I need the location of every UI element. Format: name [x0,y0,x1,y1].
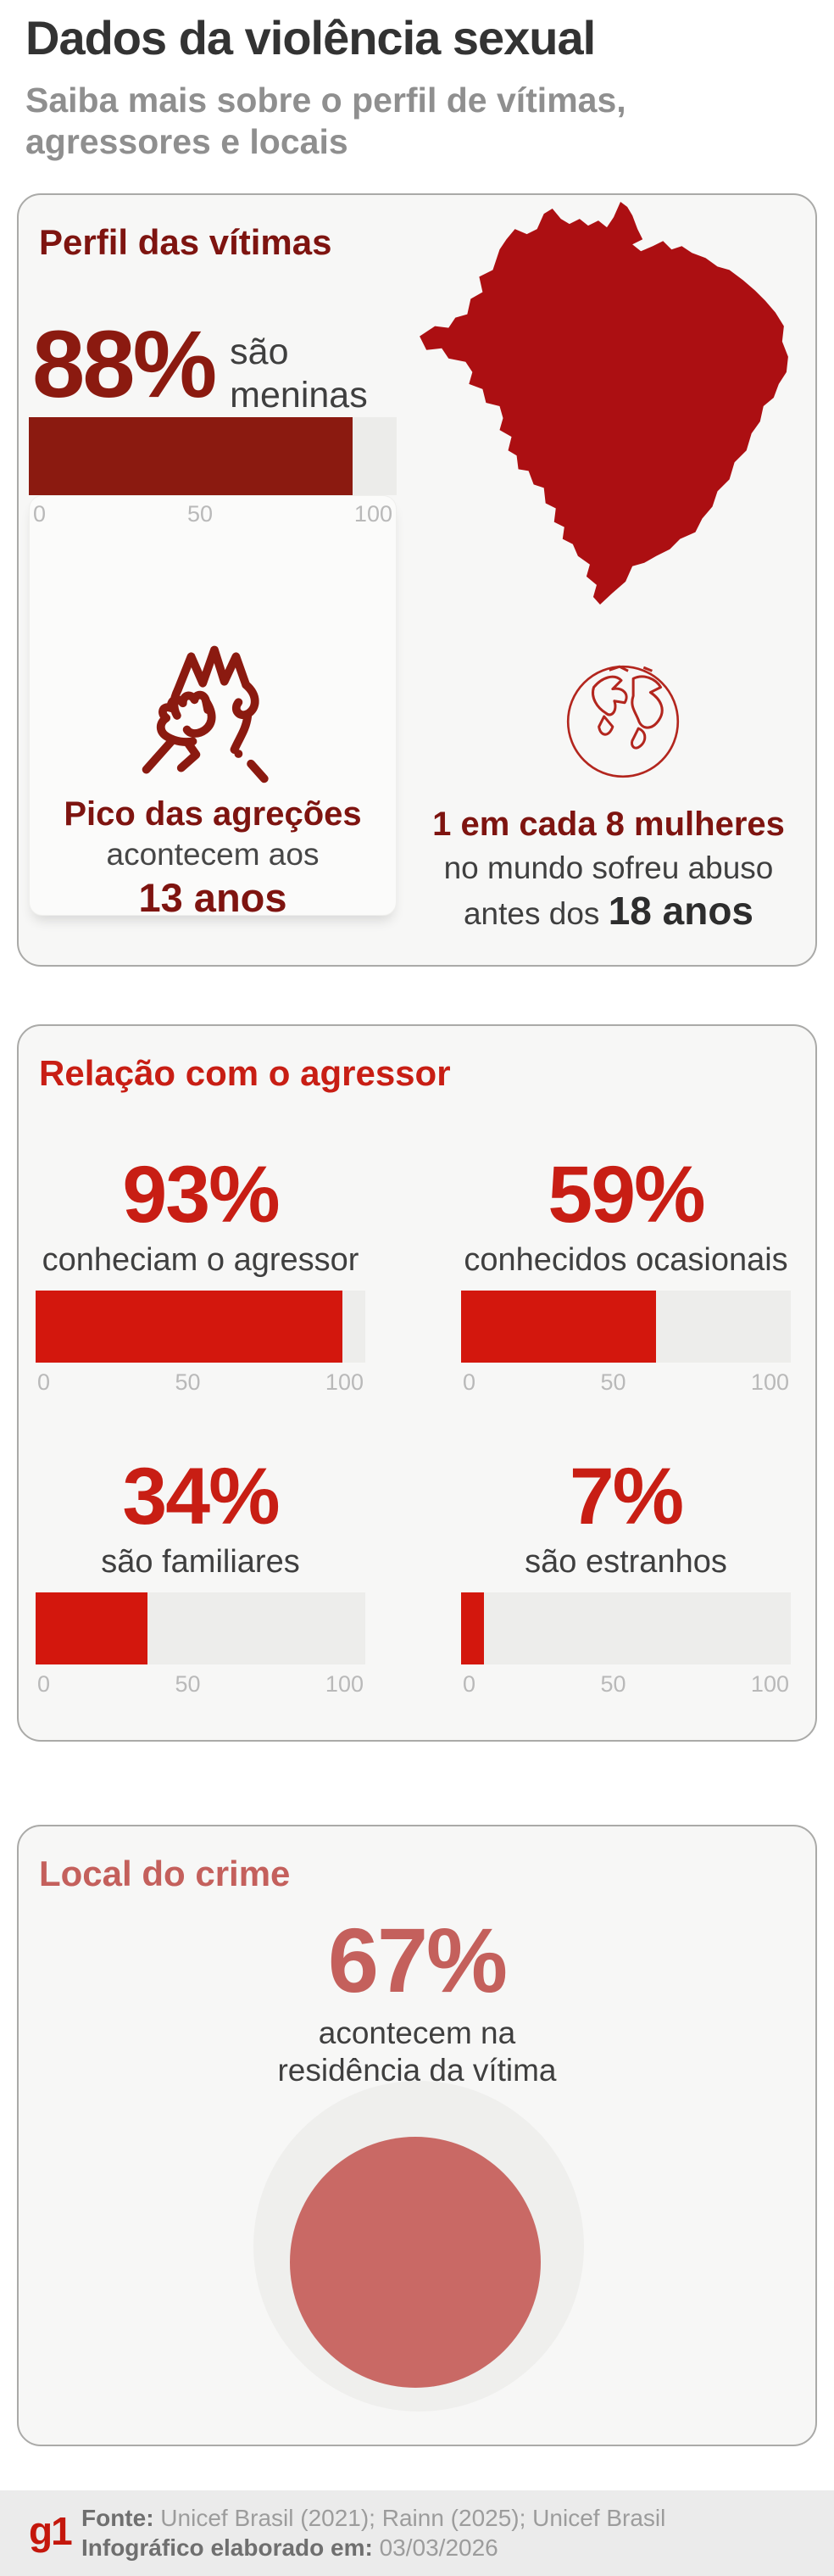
date-value: 03/03/2026 [372,2534,498,2561]
peak-title: Pico das agreções [64,795,362,833]
g1-logo: g1 [29,2509,73,2553]
axis-tick-50: 50 [600,1671,626,1697]
footer: g1 Fonte: Unicef Brasil (2021); Rainn (2… [0,2490,834,2576]
brazil-map-icon [414,198,797,611]
victims-bar-chart [29,417,397,495]
card-crime-location: Local do crime 67% acontecem na residênc… [17,1825,817,2446]
stat-value: 93% [122,1150,280,1240]
axis-tick-50: 50 [600,1369,626,1395]
stat-bar-axis: 0 50 100 [461,1363,791,1396]
aggressor-stat-family: 34% são familiares 0 50 100 [36,1457,365,1698]
victims-stat-value: 88% [32,311,217,417]
card-location-title: Local do crime [39,1854,291,1893]
stat-bar-fill [36,1291,342,1363]
axis-tick-50: 50 [175,1369,201,1395]
stat-bar-fill [36,1592,148,1664]
date-line: Infográfico elaborado em: 03/03/2026 [81,2534,665,2563]
world-stat-line3-prefix: antes dos [463,896,609,931]
location-stat-value: 67% [327,1909,508,2011]
aggressor-stat-occasional: 59% conhecidos ocasionais 0 50 100 [461,1155,791,1396]
stat-bar-axis: 0 50 100 [36,1363,365,1396]
stat-bar-chart [36,1291,365,1363]
source-line: Fonte: Unicef Brasil (2021); Rainn (2025… [81,2504,665,2534]
card-aggressor-relation: Relação com o agressor 93% conheciam o a… [17,1024,817,1742]
stat-bar-fill [461,1291,656,1363]
date-label: Infográfico elaborado em: [81,2534,373,2561]
peak-middle: acontecem aos [106,837,320,872]
world-stat: 1 em cada 8 mulheres no mundo sofreu abu… [417,806,800,934]
stat-bar-axis: 0 50 100 [461,1664,791,1698]
victims-stat-label-line2: meninas [230,374,368,415]
stat-bar-chart [36,1592,365,1664]
victims-bar-axis: 0 50 100 [30,496,396,527]
stat-value: 7% [569,1452,684,1542]
card-victims-title: Perfil das vítimas [39,222,332,262]
world-stat-line1: 1 em cada 8 mulheres [432,806,785,843]
axis-tick-0: 0 [37,1671,51,1697]
axis-tick-100: 100 [750,1671,789,1697]
aggressor-stat-strangers: 7% são estranhos 0 50 100 [461,1457,791,1698]
axis-tick-50: 50 [186,501,213,527]
stat-bar-chart [461,1291,791,1363]
stat-bar-chart [461,1592,791,1664]
victims-stat-label: são meninas [230,331,368,416]
victims-peak-panel: 0 50 100 Pico das [29,495,397,920]
globe-icon [554,653,692,795]
stat-label: são familiares [101,1544,300,1580]
stat-value: 59% [548,1150,705,1240]
stat-label: são estranhos [525,1544,727,1580]
location-circle-chart-inner [290,2137,541,2388]
source-label: Fonte: [81,2505,154,2531]
card-aggressor-title: Relação com o agressor [39,1053,451,1093]
victims-stat-label-line1: são [230,332,289,372]
source-block: Fonte: Unicef Brasil (2021); Rainn (2025… [81,2504,665,2562]
axis-tick-100: 100 [325,1671,364,1697]
axis-tick-0: 0 [463,1369,476,1395]
source-value: Unicef Brasil (2021); Rainn (2025); Unic… [153,2505,666,2531]
page-subtitle: Saiba mais sobre o perfil de vítimas, ag… [25,80,626,163]
axis-tick-100: 100 [325,1369,364,1395]
stat-bar-fill [461,1592,485,1664]
peak-age: 13 anos [138,875,287,920]
axis-tick-50: 50 [175,1671,201,1697]
location-stat: 67% acontecem na residência da vítima [19,1915,815,2088]
world-stat-line3: antes dos 18 anos [417,888,800,934]
axis-tick-0: 0 [33,501,47,527]
axis-tick-0: 0 [37,1369,51,1395]
victims-bar-fill [29,417,353,495]
hands-grab-icon [130,636,296,787]
stat-value: 34% [122,1452,280,1542]
page-subtitle-line2: agressores e locais [25,122,348,162]
axis-tick-0: 0 [463,1671,476,1697]
page-subtitle-line1: Saiba mais sobre o perfil de vítimas, [25,81,626,120]
world-stat-line2: no mundo sofreu abuso [443,850,774,885]
victims-stat: 88% são meninas [32,311,368,417]
axis-tick-100: 100 [353,501,392,527]
stat-label: conhecidos ocasionais [464,1242,788,1278]
card-victims-profile: Perfil das vítimas 88% são meninas 0 50 … [17,193,817,967]
world-stat-line3-age: 18 anos [608,889,754,933]
aggressor-stat-known: 93% conheciam o agressor 0 50 100 [36,1155,365,1396]
page-title: Dados da violência sexual [25,11,596,64]
axis-tick-100: 100 [750,1369,789,1395]
stat-label: conheciam o agressor [42,1242,359,1278]
stat-bar-axis: 0 50 100 [36,1664,365,1698]
location-stat-label: acontecem na residência da vítima [19,2015,815,2088]
location-stat-label-line1: acontecem na [318,2016,516,2050]
